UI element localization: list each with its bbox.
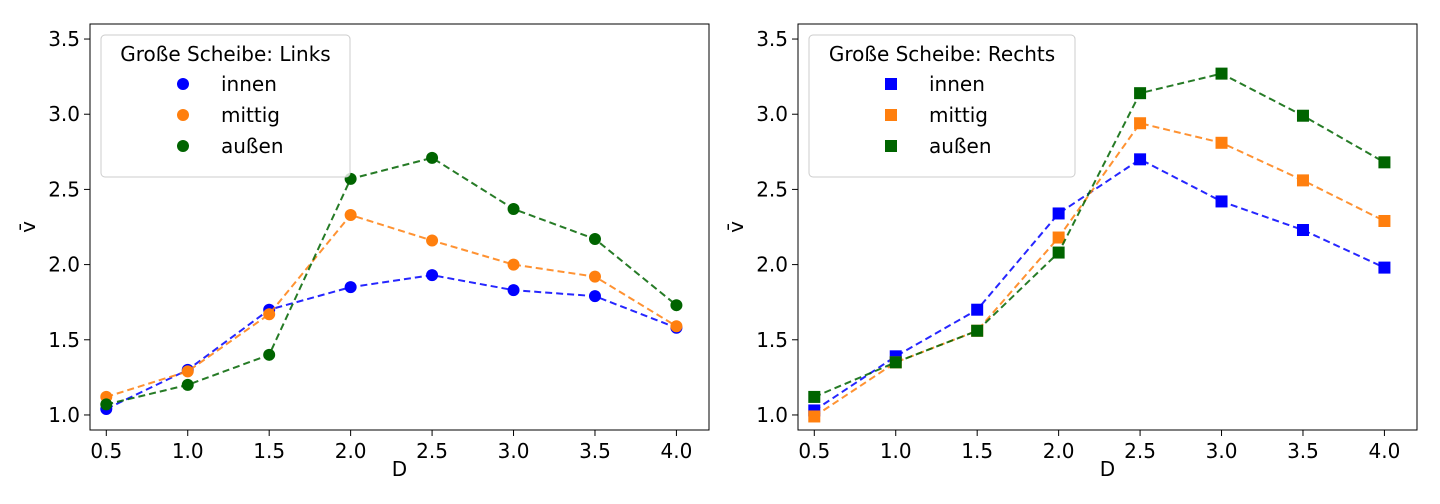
x-tick-label: 3.0 (498, 439, 530, 463)
legend-marker-mittig (885, 109, 897, 121)
y-axis-label: v̄ (16, 221, 40, 233)
x-tick-label: 3.0 (1206, 439, 1238, 463)
data-point-außen (181, 378, 194, 391)
x-tick-label: 1.0 (172, 439, 204, 463)
x-tick-label: 3.5 (1287, 439, 1319, 463)
legend: Große Scheibe: Rechts innen mittig außen (808, 34, 1076, 178)
data-point-außen (507, 202, 520, 215)
data-point-innen (344, 281, 357, 294)
x-axis-label: D (392, 457, 407, 481)
data-point-mittig (507, 258, 520, 271)
y-tick-label: 1.0 (48, 403, 80, 427)
series-line-innen (813, 158, 1385, 412)
x-tick-label: 2.0 (1043, 439, 1075, 463)
legend-box (100, 34, 351, 178)
data-point-mittig (1215, 136, 1228, 149)
data-point-außen (1052, 246, 1065, 259)
legend-label-außen: außen (929, 134, 992, 158)
series-line-außen (106, 156, 678, 406)
data-point-mittig (588, 270, 601, 283)
x-tick-label: 4.0 (1369, 439, 1401, 463)
legend-marker-mittig (177, 109, 189, 121)
series-line-mittig (105, 213, 677, 398)
data-point-außen (426, 151, 439, 164)
data-point-mittig (808, 410, 821, 423)
data-point-außen (100, 398, 113, 411)
legend-box (808, 34, 1076, 178)
x-tick-label: 1.5 (961, 439, 993, 463)
legend-marker-innen (885, 78, 897, 90)
data-point-außen (1134, 87, 1147, 100)
data-point-außen (1215, 67, 1228, 80)
data-point-mittig (263, 308, 276, 321)
data-point-außen (263, 348, 276, 361)
x-tick-label: 2.5 (1124, 439, 1156, 463)
legend-label-innen: innen (221, 72, 277, 96)
plot-frame (797, 23, 1418, 431)
series-line-außen (813, 72, 1385, 398)
y-tick-label: 2.0 (756, 253, 788, 277)
data-point-außen (670, 299, 683, 312)
data-point-innen (1296, 224, 1309, 237)
data-point-außen (1296, 109, 1309, 122)
data-point-außen (588, 233, 601, 246)
data-point-außen (1378, 156, 1391, 169)
data-point-innen (1378, 261, 1391, 274)
data-point-mittig (670, 320, 683, 333)
data-point-innen (1052, 207, 1065, 220)
data-point-innen (426, 269, 439, 282)
y-tick-label: 3.5 (48, 27, 80, 51)
y-tick-label: 3.5 (756, 27, 788, 51)
data-point-innen (588, 290, 601, 303)
plot-frame (89, 23, 710, 431)
legend-label-mittig: mittig (929, 103, 988, 127)
x-tick-label: 3.5 (579, 439, 611, 463)
legend-title: Große Scheibe: Rechts (829, 42, 1055, 66)
data-point-mittig (1052, 231, 1065, 244)
chart-left: 0.5 1.0 1.5 2.0 2.5 3.0 3.5 4.0 1.0 1.5 2.0 2.5 3.0 3… (16, 23, 710, 481)
data-point-mittig (181, 365, 194, 378)
data-point-außen (889, 356, 902, 369)
legend: Große Scheibe: Links innen mittig außen (100, 34, 351, 178)
y-axis-label: v̄ (724, 221, 748, 233)
series-line-innen (105, 274, 677, 410)
y-tick-label: 2.5 (756, 177, 788, 201)
y-tick-label: 1.5 (48, 328, 80, 352)
legend-label-mittig: mittig (221, 103, 280, 127)
y-tick-label: 3.0 (48, 102, 80, 126)
y-tick-label: 2.0 (48, 253, 80, 277)
y-tick-label: 1.5 (756, 328, 788, 352)
legend-label-außen: außen (221, 134, 284, 158)
x-tick-label: 4.0 (661, 439, 693, 463)
x-tick-label: 0.5 (90, 439, 122, 463)
x-tick-label: 1.5 (253, 439, 285, 463)
data-point-mittig (1134, 117, 1147, 130)
data-point-innen (971, 303, 984, 316)
data-point-innen (1134, 153, 1147, 166)
x-tick-label: 2.5 (416, 439, 448, 463)
data-point-mittig (1378, 214, 1391, 227)
data-point-außen (808, 390, 821, 403)
data-point-mittig (1296, 174, 1309, 187)
data-point-innen (1215, 195, 1228, 208)
y-tick-label: 3.0 (756, 102, 788, 126)
x-tick-label: 0.5 (798, 439, 830, 463)
y-tick-label: 2.5 (48, 177, 80, 201)
legend-label-innen: innen (929, 72, 985, 96)
x-axis-label: D (1100, 457, 1115, 481)
data-point-mittig (344, 208, 357, 221)
data-point-innen (507, 284, 520, 297)
x-tick-label: 2.0 (335, 439, 367, 463)
legend-marker-außen (885, 140, 897, 152)
chart-right: 0.5 1.0 1.5 2.0 2.5 3.0 3.5 4.0 1.0 1.5 2.0 2.5 3.0 3… (724, 23, 1418, 481)
x-tick-label: 1.0 (880, 439, 912, 463)
data-point-mittig (426, 234, 439, 247)
legend-title: Große Scheibe: Links (120, 42, 330, 66)
legend-marker-außen (177, 140, 189, 152)
y-tick-label: 1.0 (756, 403, 788, 427)
data-point-außen (971, 324, 984, 337)
legend-marker-innen (177, 78, 189, 90)
